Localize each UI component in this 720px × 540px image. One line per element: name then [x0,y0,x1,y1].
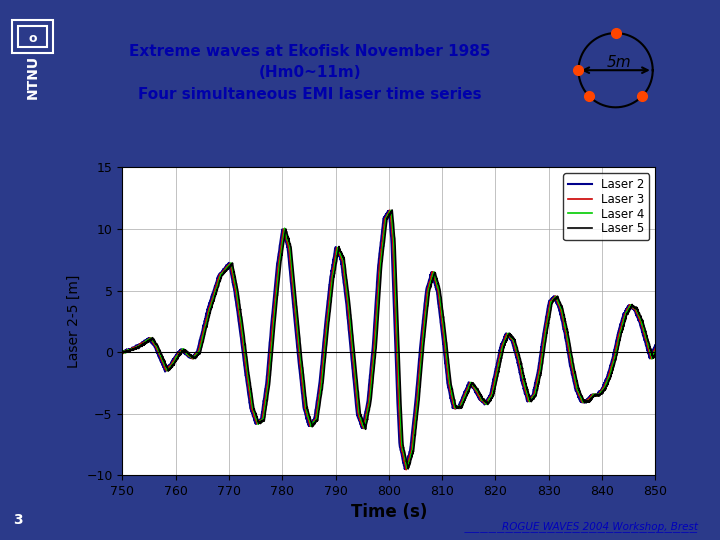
Laser 3 [385,207,394,213]
Laser 2 [641,339,649,345]
Line: Laser 2: Laser 2 [122,211,655,469]
Laser 2 [384,207,393,214]
Laser 5 [118,349,127,355]
Laser 2 [179,348,187,355]
Laser 4 [118,348,127,355]
Text: ROGUE WAVES 2004 Workshop, Brest: ROGUE WAVES 2004 Workshop, Brest [503,522,698,532]
Line: Laser 4: Laser 4 [122,211,655,469]
Laser 2 [400,466,409,472]
Laser 5 [346,302,354,308]
Laser 4 [179,347,187,354]
Laser 4 [386,207,395,214]
Laser 4 [210,291,219,297]
Laser 5 [404,465,413,472]
Legend: Laser 2, Laser 3, Laser 4, Laser 5: Laser 2, Laser 3, Laser 4, Laser 5 [564,173,649,240]
Text: ————————————————————————————: ———————————————————————————— [464,528,698,537]
Laser 5 [388,207,397,213]
Laser 3 [651,346,660,352]
Laser 4 [641,330,649,336]
Laser 3 [323,319,331,325]
Laser 2 [346,338,354,344]
Laser 3 [118,349,127,355]
X-axis label: Time (s): Time (s) [351,503,427,522]
Laser 4 [346,312,354,319]
Laser 5 [583,398,592,404]
Laser 3 [583,397,592,404]
Laser 4 [583,399,592,405]
Text: Four simultaneous EMI laser time series: Four simultaneous EMI laser time series [138,87,482,102]
Laser 4 [403,465,412,472]
Laser 4 [651,348,660,355]
Laser 3 [346,325,354,331]
Laser 5 [641,326,649,333]
FancyBboxPatch shape [12,20,53,53]
Line: Laser 5: Laser 5 [122,210,655,469]
Laser 5 [323,341,331,348]
FancyBboxPatch shape [18,26,47,47]
Laser 3 [179,348,187,354]
Laser 2 [210,284,219,290]
Laser 3 [641,334,649,341]
Laser 2 [118,348,127,355]
Laser 2 [323,308,331,314]
Text: o: o [28,31,37,45]
Text: Extreme waves at Ekofisk November 1985: Extreme waves at Ekofisk November 1985 [129,44,490,59]
Text: (Hm0~11m): (Hm0~11m) [258,65,361,80]
Text: 3: 3 [13,513,23,527]
Laser 2 [583,396,592,402]
Laser 4 [323,330,331,337]
Laser 5 [651,350,660,357]
Y-axis label: Laser 2-5 [m]: Laser 2-5 [m] [67,275,81,368]
Text: NTNU: NTNU [25,55,40,99]
Line: Laser 3: Laser 3 [122,210,655,470]
Laser 3 [402,467,410,473]
Laser 5 [210,294,219,301]
Laser 2 [651,342,660,348]
Text: 5m: 5m [607,55,631,70]
Laser 5 [179,348,187,355]
Laser 3 [210,287,219,294]
